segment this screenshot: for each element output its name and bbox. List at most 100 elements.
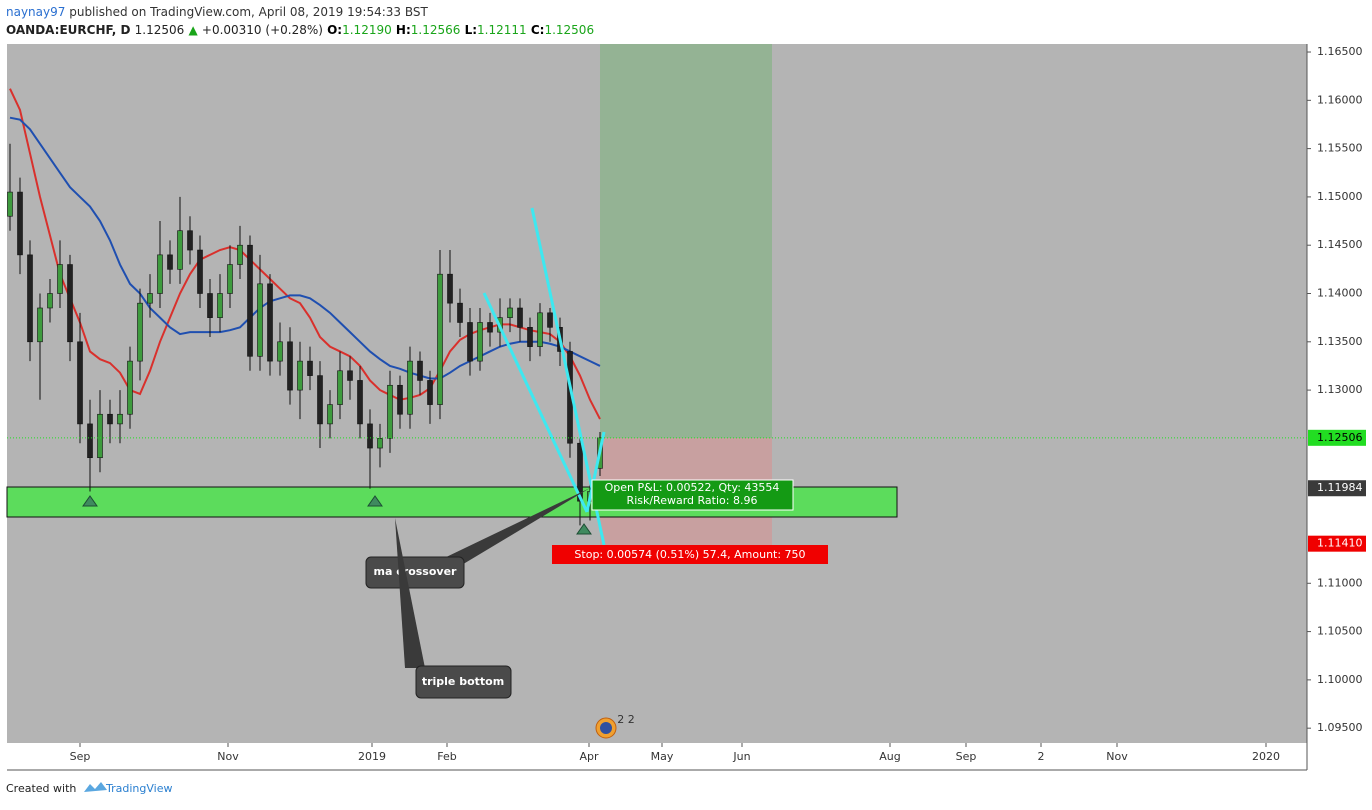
trend-line <box>585 431 606 513</box>
h-val: 1.12566 <box>411 23 461 37</box>
o-val: 1.12190 <box>342 23 392 37</box>
y-tick-label: 1.10000 <box>1317 673 1363 686</box>
event-icon <box>600 722 612 734</box>
y-tick-label: 1.11000 <box>1317 576 1363 589</box>
y-tick-label: 1.14500 <box>1317 238 1363 251</box>
candle-body <box>127 360 133 415</box>
y-tick-label: 1.16000 <box>1317 93 1363 106</box>
candle-body <box>337 370 343 405</box>
x-tick-label: Apr <box>579 750 599 763</box>
y-tick-label: 1.10500 <box>1317 625 1363 638</box>
rr-text: Risk/Reward Ratio: 8.96 <box>627 494 758 507</box>
header: naynay97 published on TradingView.com, A… <box>6 5 428 19</box>
callout-box <box>415 665 512 699</box>
candle-body <box>307 360 313 376</box>
candle-body <box>327 404 333 425</box>
badge: 2 2 <box>617 713 635 726</box>
y-tick-label: 1.13000 <box>1317 383 1363 396</box>
y-tick-label: 1.15000 <box>1317 190 1363 203</box>
candle-body <box>87 423 93 459</box>
candle-body <box>527 327 533 347</box>
moving-average <box>9 116 601 380</box>
footer-brand: TradingView <box>105 782 172 795</box>
stop-text: Stop: 0.00574 (0.51%) 57.4, Amount: 750 <box>574 548 805 561</box>
y-tick-label: 1.16500 <box>1317 45 1363 58</box>
y-tick-label: 1.15500 <box>1317 142 1363 155</box>
candle-body <box>457 302 463 323</box>
candle-body <box>17 191 23 256</box>
candle-body <box>117 413 123 425</box>
candle-body <box>397 384 403 415</box>
logo <box>84 782 107 792</box>
candle-body <box>387 384 393 439</box>
x-tick-label: 2019 <box>358 750 386 763</box>
candle-body <box>217 293 223 318</box>
candle-body <box>177 230 183 270</box>
candle-body <box>107 413 113 425</box>
price-label-box <box>1308 535 1366 552</box>
symbol: OANDA:EURCHF, D <box>6 23 131 37</box>
x-tick-label: May <box>651 750 674 763</box>
change: +0.00310 (+0.28%) <box>202 23 323 37</box>
x-tick-label: Aug <box>879 750 900 763</box>
l-key: L: <box>465 23 477 37</box>
candle-body <box>147 293 153 304</box>
publisher: naynay97 <box>6 5 65 19</box>
x-tick-label: 2 <box>1038 750 1045 763</box>
up-arrow: ▲ <box>184 23 202 37</box>
candle-body <box>537 312 543 347</box>
callout-box <box>365 556 465 589</box>
candle-body <box>427 380 433 405</box>
candle-body <box>357 380 363 425</box>
candle-body <box>367 423 373 449</box>
candle-body <box>227 264 233 294</box>
last: 1.12506 <box>135 23 185 37</box>
stop-box <box>552 545 828 564</box>
candle-body <box>207 293 213 318</box>
price-label-box <box>1308 480 1366 497</box>
price-label: 1.11410 <box>1317 537 1363 550</box>
footer-created: Created with <box>6 782 76 795</box>
buy-arrows <box>82 495 592 535</box>
x-tick-label: Sep <box>956 750 977 763</box>
y-tick-label: 1.14000 <box>1317 287 1363 300</box>
candle-body <box>247 244 253 357</box>
pnl-text: Open P&L: 0.00522, Qty: 43554 <box>605 481 780 494</box>
published: published on TradingView.com, April 08, … <box>69 5 428 19</box>
candle-body <box>7 191 13 217</box>
symbol-line: OANDA:EURCHF, D 1.12506 ▲ +0.00310 (+0.2… <box>6 23 594 37</box>
candle-body <box>137 302 143 362</box>
h-key: H: <box>396 23 411 37</box>
x-tick-label: Jun <box>732 750 750 763</box>
candle-body <box>297 360 303 391</box>
x-tick-label: Nov <box>217 750 239 763</box>
candle-body <box>47 293 53 309</box>
candle-body <box>437 273 443 405</box>
candle-body <box>507 307 513 318</box>
candle-body <box>377 438 383 449</box>
callout-pointer <box>395 518 425 668</box>
callout-pointer <box>440 488 590 572</box>
candle-body <box>467 322 473 362</box>
candle-body <box>347 370 353 381</box>
candle-body <box>317 375 323 425</box>
candle-body <box>547 312 553 328</box>
candle-body <box>287 341 293 391</box>
c-key: C: <box>531 23 545 37</box>
x-tick-label: Sep <box>70 750 91 763</box>
candle-body <box>187 230 193 251</box>
candle-body <box>97 413 103 459</box>
x-tick-label: Feb <box>437 750 456 763</box>
y-tick-label: 1.09500 <box>1317 721 1363 734</box>
candle-body <box>407 360 413 415</box>
candle-body <box>577 442 583 502</box>
candle-body <box>67 264 73 343</box>
callout-text: ma crossover <box>374 565 457 578</box>
x-tick-label: Nov <box>1106 750 1128 763</box>
c-val: 1.12506 <box>544 23 594 37</box>
marks <box>7 88 603 526</box>
candle-body <box>417 360 423 381</box>
trend-line <box>482 292 589 513</box>
